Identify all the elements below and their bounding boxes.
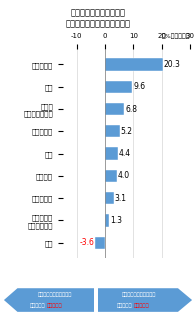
Polygon shape <box>98 288 192 312</box>
Text: 4.4: 4.4 <box>119 149 131 158</box>
Text: 9.6: 9.6 <box>133 82 145 91</box>
Polygon shape <box>4 288 94 312</box>
Text: 格差が拡大: 格差が拡大 <box>46 303 62 308</box>
Text: 格差が縮小: 格差が縮小 <box>134 303 149 308</box>
Text: 日米生産性: 日米生産性 <box>117 303 133 308</box>
Bar <box>105 214 109 226</box>
Text: 20.3: 20.3 <box>163 60 180 69</box>
Bar <box>105 125 120 137</box>
Text: 4.0: 4.0 <box>117 171 130 180</box>
Text: 3.1: 3.1 <box>115 194 127 203</box>
Text: 質を調整することにより: 質を調整することにより <box>38 292 73 297</box>
Text: 1.3: 1.3 <box>110 216 122 225</box>
Bar <box>105 170 116 182</box>
Text: 日米生産性: 日米生産性 <box>30 303 45 308</box>
Text: 5.2: 5.2 <box>121 127 133 136</box>
Text: 労働生産性水準対米比の変化: 労働生産性水準対米比の変化 <box>65 19 131 28</box>
Bar <box>105 58 163 71</box>
Text: -3.6: -3.6 <box>79 238 94 247</box>
Text: 6.8: 6.8 <box>125 105 137 113</box>
Bar <box>105 192 114 204</box>
Bar <box>105 81 132 93</box>
Text: 質を調整することによる: 質を調整することによる <box>71 8 125 17</box>
Bar <box>95 237 105 249</box>
Bar <box>105 103 124 115</box>
Bar <box>105 147 118 160</box>
Text: （%ポイント）: （%ポイント） <box>162 33 190 39</box>
Text: 質を調整することにより: 質を調整することにより <box>121 292 156 297</box>
